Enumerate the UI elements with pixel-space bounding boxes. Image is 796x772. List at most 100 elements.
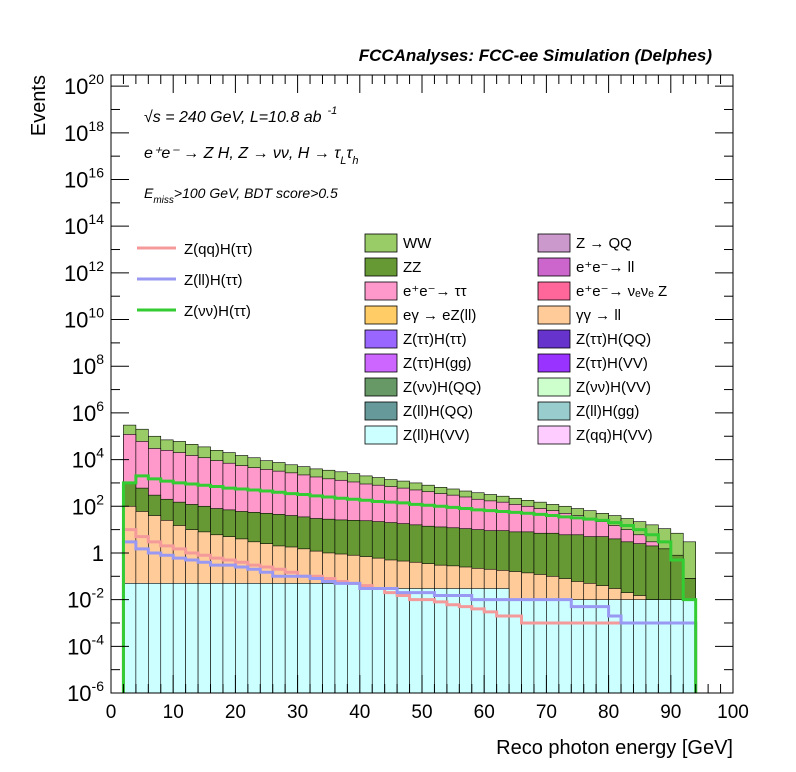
legend-box-swatch [364,401,398,421]
signal-line [121,528,698,693]
legend-box-label: e⁺e⁻→ ττ [403,283,467,300]
histogram-bar [682,599,696,694]
legend-box-label: e⁺e⁻→ ll [576,259,634,276]
legend-box-label: eγ → eZ(ll) [403,307,476,324]
signal-line [121,474,698,693]
x-tick-label: 40 [349,702,370,723]
histogram-bar [135,583,149,694]
histogram-bar [334,583,348,694]
histogram-bar [297,583,311,694]
annotation-energy-lumi: √s = 240 GeV, L=10.8 ab -1 [144,105,337,126]
legend-box-swatch [537,425,571,445]
y-tick-label: 1 [92,541,104,566]
histogram-bar [533,599,547,694]
histogram-bar [359,588,373,694]
legend-box-label: Z(qq)H(VV) [576,427,653,444]
y-tick-label: 1020 [64,71,104,99]
signal-line [121,540,698,693]
x-tick-label: 80 [598,702,619,723]
histogram-bar [235,583,249,694]
histogram-bar [185,583,199,694]
histogram-bar [570,599,585,694]
y-tick-label: 1018 [64,118,104,146]
x-axis: 0 10 20 30 40 50 60 70 80 90 100 [106,75,749,723]
histogram-bar [210,583,224,694]
histogram-bar [172,583,186,694]
histogram-bar [347,583,361,694]
histogram-bar [471,588,485,694]
legend-box-swatch [364,329,398,349]
y-tick-label: 1010 [64,305,104,333]
histogram-bar [546,599,560,694]
legend-box-label: γγ → ll [576,307,621,324]
legend-line-label: Z(ll)H(ττ) [184,272,243,289]
histogram-bar [508,599,522,694]
legend-box-label: Z(ττ)H(ττ) [403,331,467,348]
histogram-bar [309,583,323,694]
y-tick-label: 102 [72,491,104,519]
x-tick-label: 0 [106,702,117,723]
histogram-bar [558,599,572,694]
histogram-bar [421,588,435,694]
legend-line-label: Z(qq)H(ττ) [184,241,253,258]
histogram-bar [371,588,385,694]
y-tick-label: 10-2 [67,585,104,613]
histogram-bar [620,599,634,694]
legend-box-swatch [364,281,398,301]
y-tick-label: 1016 [64,165,104,193]
x-tick-label: 90 [660,702,681,723]
y-tick-label: 106 [72,398,104,426]
histogram-bar [409,588,423,694]
histogram-bar [384,588,398,694]
legend-box-swatch [364,353,398,373]
legend-box-label: Z(ll)H(QQ) [403,403,473,420]
legend-box-label: Z(νν)H(VV) [576,379,651,396]
legend-box-swatch [537,257,571,277]
legend-box-label: Z(ll)H(VV) [403,427,470,444]
legend-box-label: Z → QQ [576,235,632,252]
legend-box-label: e⁺e⁻→ νₑνₑ Z [576,283,667,300]
x-axis-label: Reco photon energy [GeV] [496,737,733,759]
legend-box-swatch [364,257,398,277]
legend-line-label: Z(νν)H(ττ) [184,303,251,320]
legend-box-swatch [537,353,571,373]
histogram-bar [148,583,162,694]
legend-box-label: Z(ττ)H(gg) [403,355,472,372]
x-tick-label: 100 [717,702,749,723]
histogram-bar [483,588,497,694]
histogram-bar [633,599,647,694]
histogram-bar [247,583,261,694]
legend-box-label: WW [403,235,432,252]
histogram-bar [608,599,622,694]
histogram-bar [434,588,448,694]
legend-box-label: Z(ττ)H(VV) [576,355,648,372]
legend-box-swatch [364,233,398,253]
histogram-bar [670,599,684,694]
histogram-bar [583,599,597,694]
legend-box-swatch [537,281,571,301]
legend: Z(qq)H(ττ) Z(ll)H(ττ) Z(νν)H(ττ) WW Z → QQ ZZ… [137,233,667,445]
y-tick-label: 1012 [64,258,104,286]
signal-lines [121,474,698,693]
legend-box-swatch [537,377,571,397]
y-tick-label: 10-4 [67,631,104,659]
y-tick-label: 10-6 [67,678,104,706]
histogram-bar [197,583,211,694]
legend-box-swatch [537,305,571,325]
x-tick-label: 20 [225,702,246,723]
x-tick-label: 30 [287,702,308,723]
histogram-bar [284,583,298,694]
x-tick-label: 70 [536,702,557,723]
histogram-bar [322,583,336,694]
x-tick-label: 50 [411,702,432,723]
histogram-bar [658,599,672,694]
histogram-bar [645,599,659,694]
histogram-bar [160,583,174,694]
legend-box-swatch [364,305,398,325]
histogram-bar [595,599,609,694]
histogram-bar [259,583,274,694]
histogram-bar [521,599,535,694]
histogram-bar [459,588,473,694]
